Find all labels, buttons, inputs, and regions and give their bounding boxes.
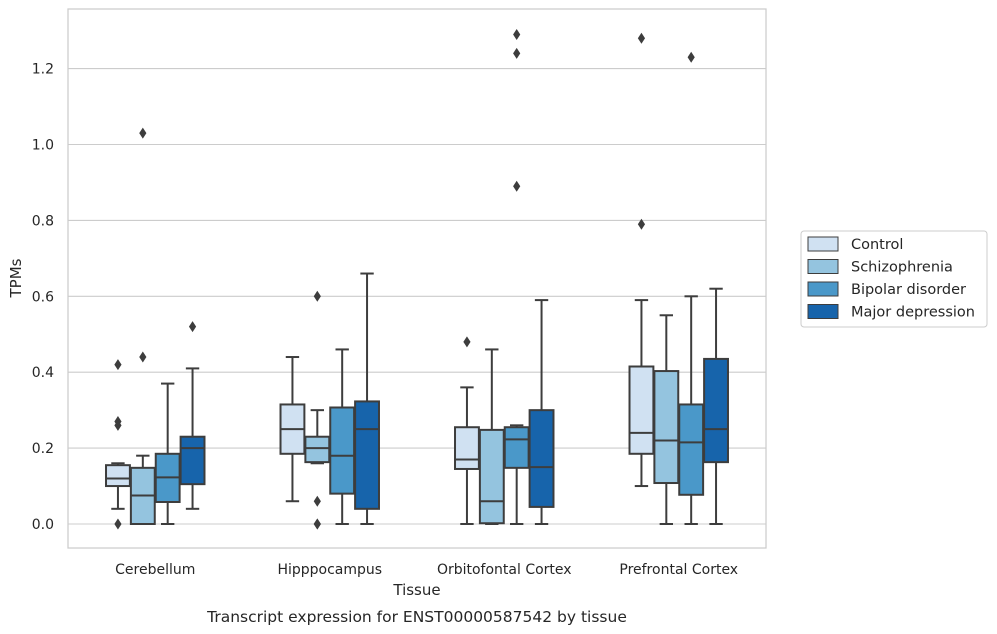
box-schizophrenia [653, 314, 680, 525]
outlier-point [114, 419, 122, 431]
box-body [329, 406, 356, 495]
outlier-point [637, 32, 646, 44]
y-tick-label: 0.0 [32, 517, 54, 533]
outlier-point [637, 218, 646, 230]
outlier-point [463, 336, 471, 348]
box-body [105, 464, 131, 488]
legend-swatch [807, 259, 839, 274]
outlier-point [313, 518, 321, 530]
box-body [703, 357, 729, 464]
box-bipolar-disorder [154, 382, 181, 525]
x-tick-label: Hipppocampus [277, 562, 382, 578]
chart-caption: Transcript expression for ENST0000058754… [206, 608, 627, 626]
outlier-point [188, 321, 197, 333]
box-body [354, 400, 380, 510]
box-control [279, 356, 306, 503]
box-bipolar-disorder [329, 348, 356, 525]
box-body [478, 428, 505, 525]
box-body [179, 435, 206, 486]
outlier-point [513, 47, 521, 59]
outlier-point [114, 359, 122, 371]
legend-swatch [807, 304, 839, 319]
boxes [105, 28, 729, 530]
x-tick-label: Orbitofontal Cortex [437, 562, 572, 578]
outlier-point [114, 518, 122, 530]
box-body [678, 403, 705, 496]
box-body [528, 409, 555, 508]
y-tick-label: 1.0 [32, 138, 54, 154]
legend-label: Schizophrenia [851, 260, 953, 276]
box-major-depression [703, 287, 729, 525]
outlier-point [513, 28, 521, 40]
box-major-depression [179, 321, 206, 510]
y-axis-label: TPMs [7, 258, 25, 298]
box-body [628, 365, 655, 455]
box-bipolar-disorder [678, 51, 705, 525]
y-tick-label: 0.8 [32, 213, 54, 229]
box-control [628, 32, 655, 488]
box-bipolar-disorder [503, 28, 530, 525]
outlier-point [313, 290, 321, 302]
box-body [503, 426, 530, 469]
legend-label: Bipolar disorder [851, 282, 966, 298]
y-tick-label: 1.2 [32, 62, 54, 78]
box-body [304, 435, 331, 464]
outlier-point [513, 180, 521, 192]
legend-swatch [807, 236, 839, 252]
x-tick-labels: Cerebellum Hipppocampus Orbitofontal Corte… [115, 562, 738, 578]
box-schizophrenia [129, 127, 156, 526]
y-tick-labels: 0.0 0.2 0.4 0.6 0.8 1.0 1.2 [32, 62, 54, 533]
legend-frame [800, 230, 988, 328]
box-schizophrenia [304, 290, 331, 530]
box-body [454, 426, 480, 470]
y-tick-label: 0.6 [32, 289, 54, 305]
plot-area-frame [67, 8, 767, 549]
x-tick-label: Cerebellum [115, 562, 195, 578]
legend: Control Schizophrenia Bipolar disorder Majo… [800, 230, 988, 328]
legend-label: Control [851, 237, 903, 253]
box-control [454, 336, 480, 525]
x-axis-label: Tissue [392, 581, 440, 599]
y-tick-label: 0.2 [32, 441, 54, 457]
outlier-point [313, 495, 321, 507]
box-schizophrenia [478, 348, 505, 525]
outlier-point [139, 127, 147, 139]
box-control [105, 359, 131, 530]
box-major-depression [354, 272, 380, 525]
y-tick-label: 0.4 [32, 365, 54, 381]
legend-label: Major depression [851, 305, 975, 321]
legend-swatch [807, 281, 839, 297]
outlier-point [139, 351, 147, 363]
box-major-depression [528, 299, 555, 525]
outlier-point [687, 51, 695, 63]
box-body [653, 370, 680, 485]
x-tick-label: Prefrontal Cortex [619, 562, 738, 578]
